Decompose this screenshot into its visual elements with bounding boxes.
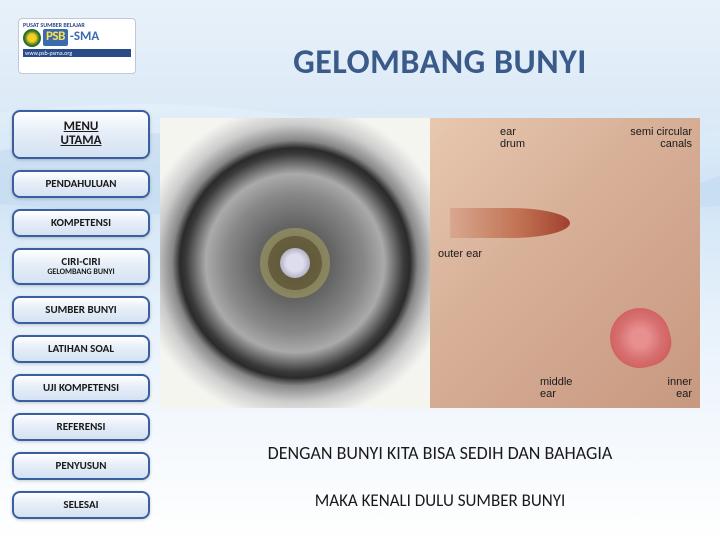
label-ear-drum: ear drum (500, 126, 525, 150)
logo-psb: PSB (43, 29, 68, 45)
menu-sumber-bunyi[interactable]: SUMBER BUNYI (12, 296, 150, 324)
logo-url: www.psb-psma.org (23, 49, 131, 58)
logo-top-line: PUSAT SUMBER BELAJAR (23, 22, 131, 29)
menu-penyusun[interactable]: PENYUSUN (12, 452, 150, 480)
logo-emblem-icon (23, 29, 41, 47)
content-illustration: ear drum semi circular canals outer ear … (160, 118, 700, 408)
label-inner-ear: inner ear (668, 376, 692, 400)
menu-uji-kompetensi[interactable]: UJI KOMPETENSI (12, 374, 150, 402)
label-semi-circular: semi circular canals (630, 126, 692, 150)
caption-line-1: DENGAN BUNYI KITA BISA SEDIH DAN BAHAGIA (180, 442, 700, 464)
label-middle-ear: middle ear (540, 376, 572, 400)
label-outer-ear: outer ear (438, 248, 482, 260)
sidebar-menu: MENU UTAMA PENDAHULUAN KOMPETENSI CIRI-C… (12, 110, 150, 519)
menu-header-button[interactable]: MENU UTAMA (12, 110, 150, 159)
speaker-illustration (160, 118, 430, 408)
caption-line-2: MAKA KENALI DULU SUMBER BUNYI (180, 490, 700, 511)
ear-anatomy-illustration: ear drum semi circular canals outer ear … (430, 118, 700, 408)
menu-kompetensi[interactable]: KOMPETENSI (12, 209, 150, 237)
menu-ciri-ciri[interactable]: CIRI-CIRI GELOMBANG BUNYI (12, 248, 150, 285)
ear-canal-shape (450, 208, 570, 238)
menu-header-line1: MENU (64, 120, 99, 134)
menu-latihan-soal[interactable]: LATIHAN SOAL (12, 335, 150, 363)
menu-pendahuluan[interactable]: PENDAHULUAN (12, 170, 150, 198)
menu-selesai[interactable]: SELESAI (12, 491, 150, 519)
menu-referensi[interactable]: REFERENSI (12, 413, 150, 441)
psb-logo: PUSAT SUMBER BELAJAR PSB -SMA www.psb-ps… (18, 18, 136, 74)
cochlea-shape (603, 301, 676, 374)
page-title: GELOMBANG BUNYI (180, 42, 700, 83)
logo-sma: -SMA (70, 30, 99, 44)
menu-header-line2: UTAMA (60, 134, 101, 148)
